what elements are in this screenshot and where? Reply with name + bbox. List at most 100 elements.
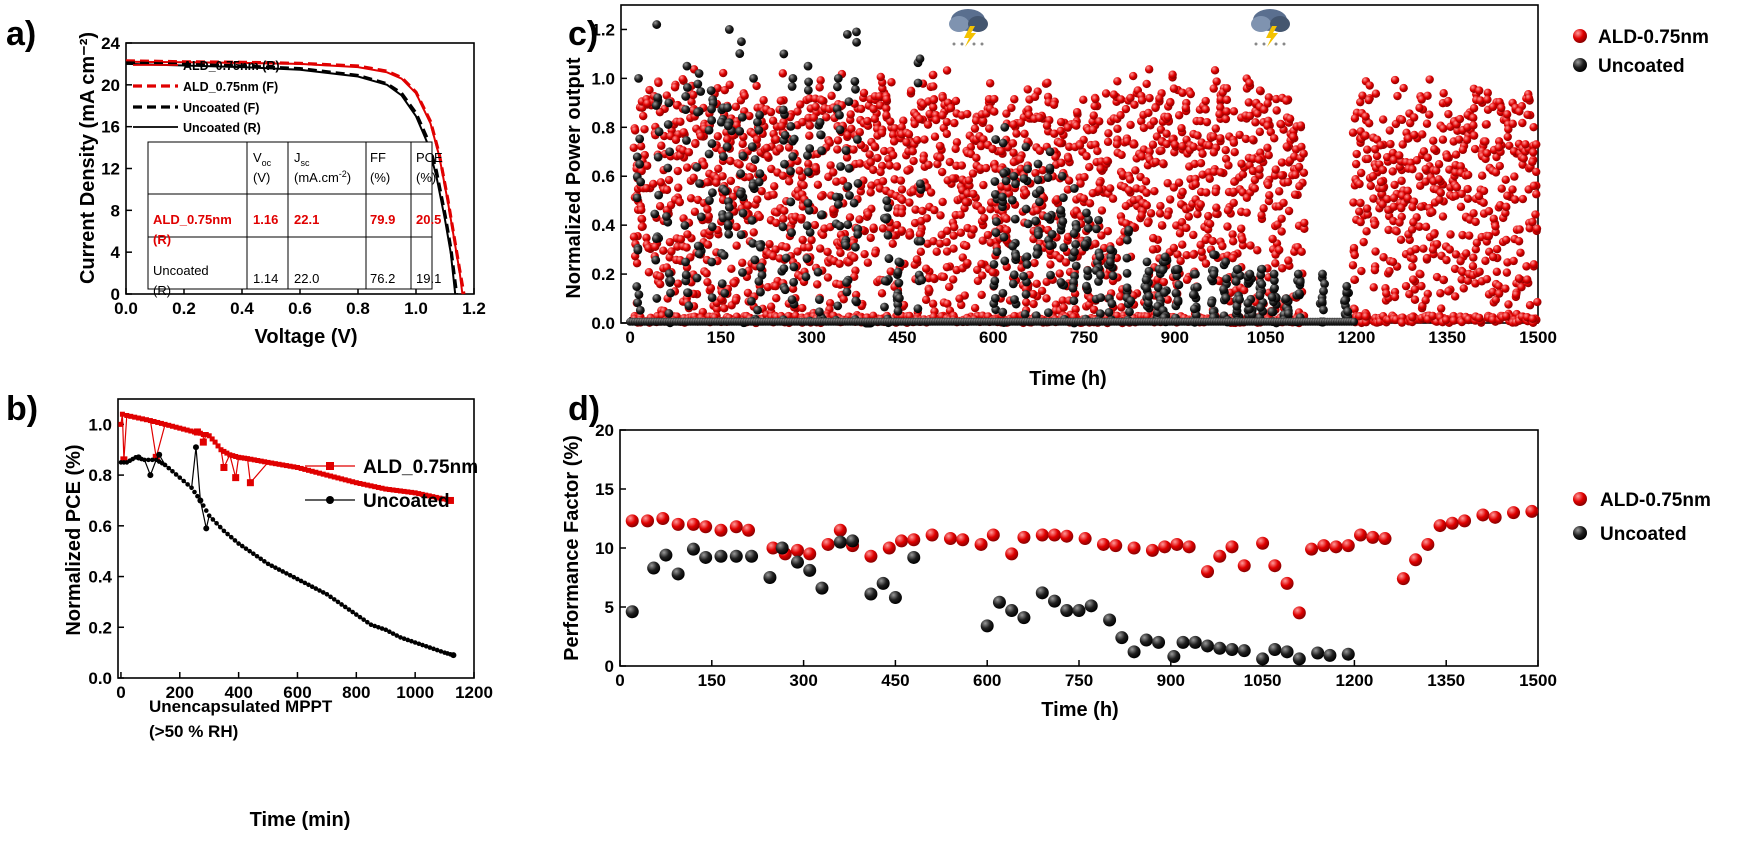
c-point-uncoated <box>915 54 925 64</box>
b-marker-ald <box>151 419 157 425</box>
c-point-ald <box>644 243 653 253</box>
c-point-ald <box>1178 142 1187 151</box>
b-marker-uncoated <box>412 640 418 645</box>
c-point-ald <box>1002 214 1011 224</box>
c-point-ald <box>667 247 676 256</box>
c-point-uncoated <box>704 125 714 135</box>
c-point-uncoated <box>1035 197 1044 207</box>
c-point-uncoated <box>786 197 796 207</box>
c-point-uncoated <box>1034 230 1043 240</box>
c-point-ald <box>1182 275 1192 285</box>
c-point-uncoated <box>1153 283 1163 293</box>
c-point-ald <box>1470 144 1480 154</box>
c-point-uncoated <box>704 149 714 159</box>
c-point-uncoated <box>835 125 845 135</box>
c-point-uncoated <box>1007 195 1017 205</box>
d-xtick-label: 1500 <box>1519 671 1557 690</box>
c-point-ald <box>1349 243 1359 253</box>
b-marker-uncoated <box>142 457 147 463</box>
c-point-ald <box>1095 185 1104 194</box>
d-point-ald <box>671 517 685 531</box>
c-point-ald <box>1277 214 1286 223</box>
c-point-ald <box>979 116 988 126</box>
b-ytick-label: 0.0 <box>88 669 112 688</box>
c-point-uncoated <box>738 151 748 161</box>
c-point-ald <box>833 145 842 154</box>
c-point-ald <box>1245 111 1255 121</box>
c-point-uncoated <box>682 61 692 71</box>
c-point-uncoated <box>1096 293 1106 303</box>
c-point-ald <box>1056 126 1065 136</box>
c-point-ald <box>1415 222 1424 231</box>
c-point-uncoated <box>722 142 732 152</box>
b-marker-uncoated <box>295 576 300 582</box>
c-point-ald <box>1198 149 1207 159</box>
b-marker-ald <box>416 491 422 497</box>
c-point-ald <box>1482 120 1491 129</box>
panel-label-c: c) <box>568 15 598 53</box>
b-marker-uncoated <box>416 641 422 647</box>
c-xtick-label: 1350 <box>1428 328 1466 347</box>
b-legend-marker-ald <box>326 462 334 470</box>
c-point-ald <box>1264 151 1273 160</box>
c-point-uncoated <box>635 159 645 169</box>
c-point-ald <box>1211 187 1220 197</box>
c-point-uncoated <box>1008 241 1018 251</box>
c-point-uncoated <box>833 200 843 209</box>
d-point-ald <box>1078 532 1092 546</box>
c-point-ald <box>935 239 945 248</box>
c-point-ald <box>1469 253 1478 262</box>
rain-drop-icon <box>1274 42 1278 46</box>
c-point-uncoated <box>992 217 1001 227</box>
c-point-ald <box>1443 96 1453 106</box>
c-point-uncoated <box>1342 281 1352 291</box>
b-marker-uncoated <box>354 612 359 617</box>
b-ytick-label: 0.8 <box>88 466 112 485</box>
c-point-ald <box>882 104 891 113</box>
c-point-ald <box>776 96 785 106</box>
c-point-ald <box>1051 300 1061 309</box>
c-point-ald <box>1169 84 1179 93</box>
c-point-ald <box>670 83 680 92</box>
d-point-ald <box>1017 530 1031 544</box>
d-point-ald <box>1305 542 1319 556</box>
c-point-ald <box>770 182 779 191</box>
c-point-uncoated <box>817 146 826 156</box>
c-point-ald <box>1015 155 1025 164</box>
c-point-ald <box>877 289 887 298</box>
b-marker-ald <box>423 492 429 498</box>
c-point-ald <box>1076 179 1085 188</box>
c-point-ald <box>686 194 696 203</box>
c-point-uncoated <box>1058 193 1068 203</box>
c-point-ald <box>1196 200 1205 209</box>
c-point-ald <box>849 145 858 154</box>
c-point-ald <box>1051 152 1060 162</box>
c-point-ald <box>1463 170 1473 180</box>
d-point-ald <box>925 528 939 542</box>
c-point-ald <box>1494 137 1504 146</box>
c-point-ald <box>1268 234 1277 244</box>
c-point-uncoated <box>1069 184 1079 193</box>
c-point-ald <box>1419 147 1429 156</box>
d-point-uncoated <box>1048 594 1062 608</box>
c-point-uncoated <box>754 276 764 286</box>
c-point-ald <box>1109 90 1119 99</box>
c-point-ald <box>897 208 906 218</box>
c-point-ald <box>1488 287 1497 297</box>
c-point-uncoated <box>815 307 824 317</box>
a-curve-2 <box>125 61 459 295</box>
c-point-uncoated <box>999 168 1009 178</box>
d-xtick-label: 150 <box>698 671 726 690</box>
d-point-ald <box>1048 528 1062 542</box>
d-point-uncoated <box>729 549 743 563</box>
a-table-unc-voc: 1.14 <box>253 271 278 286</box>
b-marker-ald <box>212 439 218 445</box>
a-table-unc-jsc: 22.0 <box>294 271 319 286</box>
c-point-ald <box>676 235 686 244</box>
d-point-uncoated <box>1115 631 1129 645</box>
c-point-ald <box>1488 102 1498 112</box>
c-point-uncoated <box>1008 279 1018 289</box>
c-point-ald <box>1390 292 1400 302</box>
c-point-ald <box>1108 194 1118 203</box>
c-point-uncoated <box>724 203 734 212</box>
